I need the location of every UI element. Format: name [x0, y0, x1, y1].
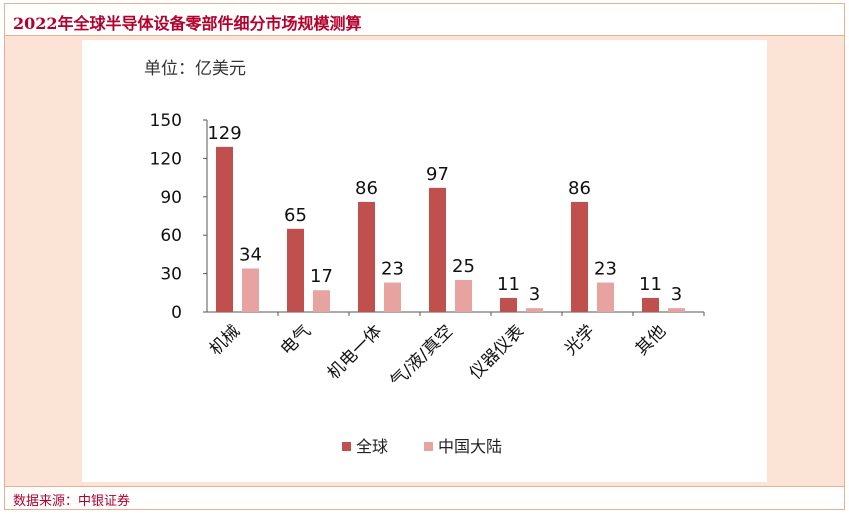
legend-swatch [424, 442, 433, 451]
category-label: 气/液/真空 [387, 321, 457, 391]
y-tick-label: 120 [150, 149, 182, 169]
bar-china [384, 282, 401, 312]
data-label: 23 [381, 259, 404, 280]
data-label: 11 [639, 274, 662, 295]
data-label: 34 [239, 244, 262, 265]
category-label: 其他 [632, 321, 670, 359]
bar-global [571, 201, 588, 312]
legend-swatch [342, 442, 351, 451]
legend-label: 全球 [356, 437, 388, 456]
data-label: 86 [355, 178, 378, 199]
category-label: 机械 [206, 321, 244, 359]
y-tick-label: 30 [160, 265, 182, 285]
y-tick-label: 90 [160, 188, 182, 208]
data-label: 129 [207, 123, 241, 144]
unit-label: 单位：亿美元 [144, 59, 246, 79]
bar-global [642, 297, 659, 312]
category-label: 仪器仪表 [466, 321, 528, 383]
category-label: 机电一体 [324, 321, 386, 383]
bar-global [287, 228, 304, 312]
bar-chart: 单位：亿美元 0 30 60 90 120 150 129 34 机械 65 17 电气 86 23 机电… [144, 59, 705, 456]
data-label: 11 [497, 274, 520, 295]
bar-china [597, 282, 614, 312]
bar-global [500, 297, 517, 312]
bar-china [455, 280, 472, 312]
category-label: 光学 [561, 321, 599, 359]
report-frame: 2022年全球半导体设备零部件细分市场规模测算 单位：亿美元 0 30 60 90 12… [4, 3, 845, 510]
source-note: 数据来源：中银证券 [13, 494, 131, 509]
data-label: 25 [452, 256, 475, 277]
title-bar: 2022年全球半导体设备零部件细分市场规模测算 [5, 4, 844, 36]
bar-global [216, 146, 233, 312]
page-title: 2022年全球半导体设备零部件细分市场规模测算 [13, 14, 362, 33]
data-label: 97 [426, 164, 449, 185]
bar-china [313, 290, 330, 312]
bar-china [526, 308, 543, 312]
data-label: 17 [310, 266, 333, 287]
chart-panel: 单位：亿美元 0 30 60 90 120 150 129 34 机械 65 17 电气 86 23 机电… [5, 36, 844, 486]
footer: 数据来源：中银证券 [5, 486, 844, 509]
bar-china [242, 268, 259, 312]
y-tick-label: 60 [160, 226, 182, 246]
y-tick-label: 0 [171, 303, 182, 323]
chart-area: 单位：亿美元 0 30 60 90 120 150 129 34 机械 65 17 电气 86 23 机电… [82, 40, 767, 482]
category-label: 电气 [277, 321, 315, 359]
data-label: 65 [284, 205, 307, 226]
data-label: 3 [671, 284, 682, 305]
legend-label: 中国大陆 [438, 437, 502, 456]
y-tick-label: 150 [150, 111, 182, 131]
data-label: 3 [529, 284, 540, 305]
bar-global [429, 187, 446, 312]
data-label: 23 [594, 259, 617, 280]
bar-china [668, 308, 685, 312]
data-label: 86 [568, 178, 591, 199]
bar-global [358, 201, 375, 312]
